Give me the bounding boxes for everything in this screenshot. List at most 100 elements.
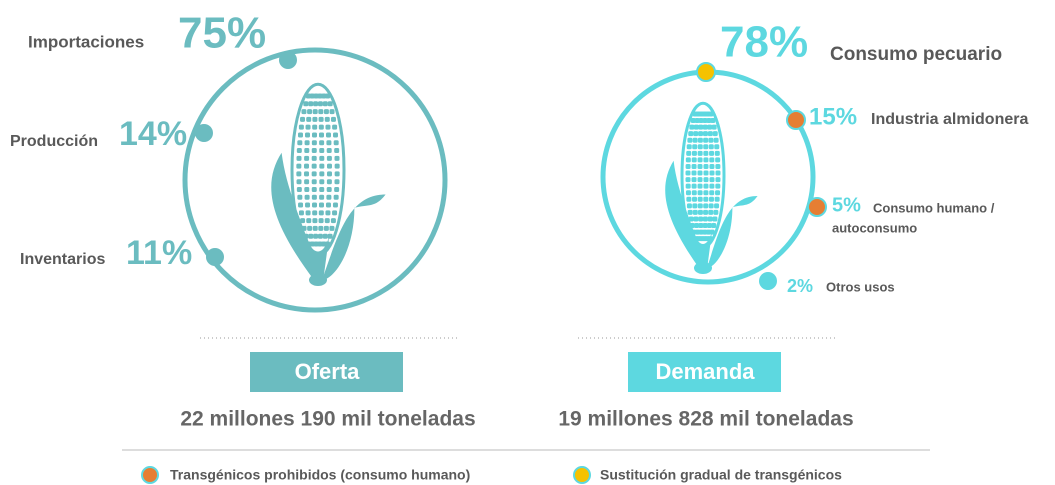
- corn-kernel: [305, 195, 310, 200]
- corn-kernel: [312, 179, 317, 184]
- item-name: Inventarios: [20, 251, 105, 268]
- corn-kernel: [297, 148, 302, 153]
- corn-kernel: [686, 184, 691, 189]
- corn-kernel: [304, 179, 309, 184]
- corn-kernel: [692, 197, 697, 202]
- corn-kernel: [297, 140, 302, 145]
- corn-kernel: [326, 132, 331, 137]
- legend-label: Sustitución gradual de transgénicos: [600, 467, 842, 483]
- corn-kernel: [319, 179, 324, 184]
- corn-kernel: [306, 210, 311, 215]
- corn-kernel: [686, 177, 691, 182]
- corn-kernel: [332, 210, 337, 215]
- corn-kernel: [711, 223, 716, 228]
- corn-kernel: [698, 210, 703, 215]
- corn-kernel: [715, 164, 720, 169]
- corn-kernel: [692, 151, 697, 156]
- corn-kernel: [687, 138, 692, 143]
- corn-kernel: [698, 203, 703, 208]
- dot: [787, 111, 805, 129]
- corn-kernel: [698, 177, 703, 182]
- corn-kernel: [688, 131, 693, 136]
- corn-kernel: [318, 109, 323, 114]
- corn-kernel: [307, 109, 312, 114]
- corn-kernel: [693, 216, 698, 221]
- corn-kernel: [334, 187, 339, 192]
- corn-kernel: [703, 151, 708, 156]
- corn-kernel: [709, 197, 714, 202]
- corn-kernel: [299, 125, 304, 130]
- corn-kernel: [708, 138, 713, 143]
- corn-kernel: [312, 156, 317, 161]
- corn-kernel: [305, 140, 310, 145]
- corn-kernel: [305, 203, 310, 208]
- corn-kernel: [703, 125, 708, 130]
- legend-marker: [142, 467, 158, 483]
- corn-kernel: [312, 195, 317, 200]
- corn-kernel: [698, 157, 703, 162]
- corn-kernel: [703, 203, 708, 208]
- corn-kernel: [335, 171, 340, 176]
- corn-kernel: [692, 184, 697, 189]
- corn-kernel: [715, 177, 720, 182]
- corn-kernel: [689, 125, 694, 130]
- corn-kernel: [686, 151, 691, 156]
- corn-kernel: [318, 101, 323, 106]
- corn-kernel: [297, 195, 302, 200]
- corn-kernel: [698, 171, 703, 176]
- corn-kernel: [710, 118, 715, 123]
- corn-kernel: [323, 101, 328, 106]
- corn-kernel: [304, 187, 309, 192]
- corn-kernel: [318, 234, 323, 239]
- corn-kernel: [325, 117, 330, 122]
- corn-kernel: [312, 171, 317, 176]
- corn-kernel: [312, 203, 317, 208]
- corn-kernel: [308, 234, 313, 239]
- corn-kernel: [313, 101, 318, 106]
- dot: [206, 248, 224, 266]
- item-value: 15%: [809, 103, 857, 130]
- corn-kernel: [698, 164, 703, 169]
- corn-kernel: [693, 131, 698, 136]
- corn-kernel: [334, 179, 339, 184]
- corn-kernel: [698, 131, 703, 136]
- corn-kernel: [698, 184, 703, 189]
- corn-kernel: [306, 117, 311, 122]
- corn-kernel: [301, 109, 306, 114]
- corn-kernel: [298, 203, 303, 208]
- corn-kernel: [326, 140, 331, 145]
- corn-kernel: [296, 171, 301, 176]
- corn-kernel: [692, 144, 697, 149]
- corn-kernel: [698, 223, 703, 228]
- corn-kernel: [299, 210, 304, 215]
- corn-kernel: [708, 131, 713, 136]
- corn-kernel: [709, 203, 714, 208]
- corn-kernel: [298, 132, 303, 137]
- corn-kernel: [712, 216, 717, 221]
- corn-kernel: [703, 144, 708, 149]
- corn-kernel: [312, 125, 317, 130]
- item-name: Industria almidonera: [871, 111, 1028, 128]
- corn-kernel: [715, 157, 720, 162]
- corn-kernel: [687, 144, 692, 149]
- corn-kernel: [319, 140, 324, 145]
- corn-kernel: [703, 210, 708, 215]
- corn-kernel: [319, 195, 324, 200]
- corn-kernel: [709, 164, 714, 169]
- corn-kernel: [319, 132, 324, 137]
- corn-kernel: [327, 179, 332, 184]
- corn-kernel: [297, 179, 302, 184]
- corn-kernel: [305, 132, 310, 137]
- corn-kernel: [304, 171, 309, 176]
- corn-kernel: [325, 210, 330, 215]
- corn-kernel: [693, 210, 698, 215]
- corn-kernel: [327, 171, 332, 176]
- corn-kernel: [709, 190, 714, 195]
- corn-kernel: [686, 190, 691, 195]
- corn-kernel: [714, 203, 719, 208]
- corn-kernel: [698, 216, 703, 221]
- corn-kernel: [327, 148, 332, 153]
- corn-kernel: [693, 138, 698, 143]
- corn-kernel: [331, 117, 336, 122]
- corn-kernel: [312, 148, 317, 153]
